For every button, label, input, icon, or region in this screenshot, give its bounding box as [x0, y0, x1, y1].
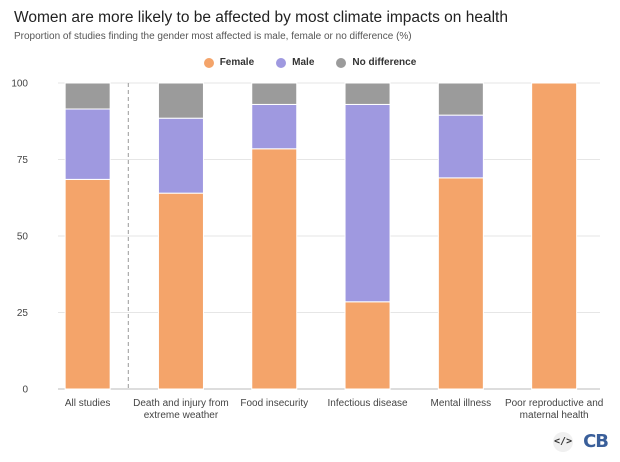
- bar-female-0: [64, 178, 111, 390]
- bar-male-4: [437, 114, 484, 179]
- bar-no-difference-3: [344, 82, 391, 105]
- bar-female-2: [251, 148, 298, 390]
- legend-label-male: Male: [292, 57, 315, 68]
- y-tick-label-100: 100: [11, 79, 28, 90]
- bar-male-1: [157, 117, 204, 194]
- x-tick-label-0-0: All studies: [65, 398, 111, 409]
- bar-female-5: [531, 82, 578, 390]
- x-tick-label-4-0: Mental illness: [431, 398, 492, 409]
- x-tick-label-2-0: Food insecurity: [240, 398, 308, 409]
- legend-item-male: Male: [276, 57, 314, 68]
- x-tick-label-5-1: maternal health: [520, 410, 589, 421]
- carbon-brief-logo: CB: [583, 431, 609, 452]
- y-tick-label-25: 25: [17, 308, 29, 319]
- bar-no-difference-4: [437, 82, 484, 116]
- bar-male-2: [251, 103, 298, 150]
- x-tick-label-5-0: Poor reproductive and: [505, 398, 603, 409]
- bar-no-difference-0: [64, 82, 111, 110]
- bar-female-3: [344, 301, 391, 390]
- bar-no-difference-2: [251, 82, 298, 105]
- chart-title: Women are more likely to be affected by …: [14, 9, 508, 26]
- bar-female-4: [437, 177, 484, 390]
- y-tick-label-75: 75: [17, 155, 29, 166]
- x-tick-label-3-0: Infectious disease: [328, 398, 408, 409]
- chart-subtitle: Proportion of studies finding the gender…: [14, 31, 412, 42]
- embed-code-icon[interactable]: </>: [553, 431, 574, 452]
- legend-swatch-male: [276, 57, 287, 68]
- brand-area: </> CB: [553, 431, 609, 452]
- legend: Female Male No difference: [0, 57, 620, 68]
- legend-swatch-female: [203, 57, 214, 68]
- legend-label-no-difference: No difference: [352, 57, 417, 68]
- y-tick-label-0: 0: [22, 385, 28, 396]
- x-tick-label-1-0: Death and injury from: [133, 398, 229, 409]
- bar-male-0: [64, 108, 111, 180]
- x-tick-label-1-1: extreme weather: [144, 410, 219, 421]
- legend-item-no-difference: No difference: [336, 57, 416, 68]
- y-tick-label-50: 50: [17, 232, 29, 243]
- bar-female-1: [157, 192, 204, 390]
- legend-swatch-no-difference: [336, 57, 347, 68]
- bar-male-3: [344, 103, 391, 303]
- legend-label-female: Female: [219, 57, 255, 68]
- legend-item-female: Female: [203, 57, 255, 68]
- bar-no-difference-1: [157, 82, 204, 119]
